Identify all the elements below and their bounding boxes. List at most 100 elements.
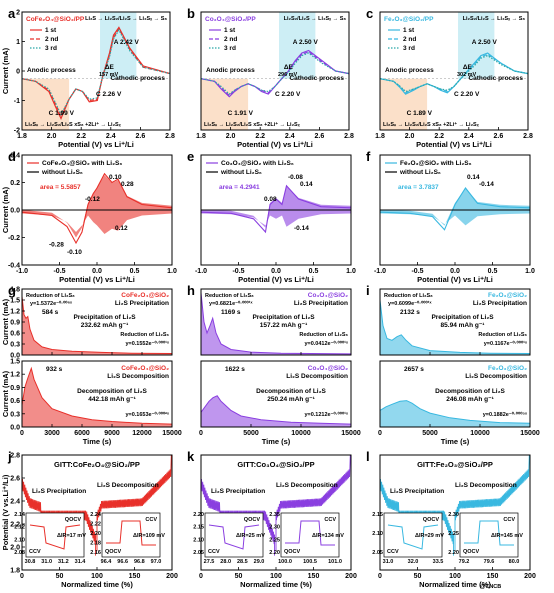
x-axis-h-tick-label: 5000: [243, 430, 259, 437]
x-axis-g-tick-label: 12000: [132, 430, 152, 437]
inset-label: CCV: [208, 549, 220, 555]
y-axis-a-ytick-label: -2: [14, 128, 20, 135]
capacity-value: 85.94 mAh g⁻¹: [441, 322, 485, 329]
capacity-label: Decomposition of Li₂S: [435, 388, 505, 395]
peak-c2-label: C 1.99 V: [49, 110, 75, 117]
legend-label: Fe₂O₃@SiO₂ with Li₂S₆: [400, 160, 472, 167]
x-axis-a-tick-label: 2.2: [76, 133, 86, 140]
inset-frame: [25, 512, 85, 558]
inset-delta-ir: ΔIR=145 mV: [491, 533, 523, 539]
inset-xtick: 31.2: [58, 559, 69, 565]
inset-xtick: 33.5: [433, 559, 444, 565]
y-axis-d-ytick-label: -0.4: [8, 263, 20, 270]
x-axis-f-tick-label: -1.0: [374, 268, 386, 275]
x-axis-b-tick-label: 2.0: [226, 133, 236, 140]
inset-xtick: 100.0: [278, 559, 292, 565]
inset-label: CCV: [324, 517, 336, 523]
fit-bottom: y=0.1882e⁻⁰·⁰⁰⁰⁵ˣ: [483, 411, 528, 418]
panel-label: e: [187, 149, 194, 164]
equation-bottom: Li₂Sₙ → Li₂S₂/Li₂S xS₈ +2Li⁺ → Li₂Sₓ: [25, 121, 122, 128]
inset-label: CCV: [387, 549, 399, 555]
legend-label: Co₃O₄@SiO₂ with Li₂S₆: [221, 160, 294, 167]
inset-ytick: 2.24: [90, 512, 102, 518]
panel-label: l: [366, 449, 370, 464]
x-axis-g-tick-label: 15000: [162, 430, 182, 437]
inset-curve: [285, 520, 335, 546]
x-axis-f-tick-label: 1.0: [525, 268, 535, 275]
legend-label: 3 rd: [403, 45, 415, 52]
legend-label: 1 st: [45, 27, 57, 34]
cathodic-label: Cathodic process: [110, 75, 165, 82]
inset-xtick: 100.5: [303, 559, 317, 565]
peak-a-label: A 2.50 V: [472, 39, 498, 46]
x-axis-title: Potential (V) vs Li⁺/Li: [59, 275, 135, 284]
inset-xtick: 97.0: [151, 559, 162, 565]
decomposition-label: Li₂S Decomposition: [276, 482, 338, 489]
gitt-title: GITT:Fe₂O₃@SiO₂/PP: [417, 460, 493, 469]
decomposition-label: Li₂S Decomposition: [455, 482, 517, 489]
x-axis-a-tick-label: 2.4: [106, 133, 116, 140]
peak-value-label: -0.08: [288, 174, 303, 181]
inset-delta-ir: ΔIR=17 mV: [57, 533, 86, 539]
x-axis-j-tick-label: 50: [56, 573, 64, 580]
x-axis-i-tick-label: 10000: [470, 430, 490, 437]
equation-top: Li₂S₂/Li₂S → Li₂Sₓ → S₈: [284, 16, 347, 22]
y-axis-title: Current (mA): [1, 186, 10, 233]
inset-ytick: 2.20: [269, 550, 280, 556]
x-axis-title: Potential (V) vs Li⁺/Li: [417, 275, 493, 284]
x-axis-c-tick-label: 2.2: [434, 133, 444, 140]
y-axis-j-ytick-label: 2.0: [10, 545, 20, 552]
panel-label: b: [187, 6, 195, 21]
inset-curve: [208, 524, 260, 550]
reduction-label-1: Reduction of Li₂S₈: [205, 293, 254, 299]
peak-a-label: A 2.42 V: [114, 39, 140, 46]
y-axis-bottom-ytick-label: 0.9: [10, 385, 20, 392]
inset-curve: [106, 520, 156, 546]
inset-ytick: 2.15: [372, 512, 383, 518]
inset-xtick: 30.8: [25, 559, 36, 565]
x-axis-k-tick-label: 200: [345, 573, 357, 580]
inset-curve: [387, 524, 439, 550]
plot-frame-top-i: [379, 288, 531, 356]
material-label: Co₃O₄@SiO₂: [308, 365, 348, 372]
decomposition-curve-fill: [380, 400, 530, 427]
y-axis-a-ytick-label: 2: [16, 10, 20, 17]
x-axis-c-tick-label: 1.8: [375, 133, 385, 140]
y-axis-bottom-ytick-label: 0.6: [10, 398, 20, 405]
inset-ytick: 2.12: [14, 525, 25, 531]
capacity-label: Decomposition of Li₂S: [77, 388, 147, 395]
x-axis-a-tick-label: 2.6: [136, 133, 146, 140]
inset-label: QOCV: [284, 549, 301, 555]
y-axis-a-ytick-label: 0: [16, 69, 20, 76]
legend-label: CoFe₂O₄@SiO₂ with Li₂S₆: [42, 160, 122, 167]
x-axis-i-tick-label: 15000: [520, 430, 540, 437]
panel-title: Fe₂O₃@SiO₂/PP: [384, 16, 434, 23]
plot-frame-bottom-g: [21, 360, 173, 428]
inset-ytick: 2.14: [14, 512, 26, 518]
x-axis-b-tick-label: 2.2: [255, 133, 265, 140]
material-label: CoFe₂O₄@SiO₂: [121, 365, 169, 372]
plot-frame-bottom-i: [379, 360, 531, 428]
cv-area-fill: [380, 188, 530, 226]
panel-label: i: [366, 283, 370, 298]
process-label: Li₂S Precipitation: [115, 300, 169, 307]
cathodic-region: [458, 12, 495, 79]
peak-time-top: 2132 s: [400, 309, 420, 316]
inset-ytick: 2.15: [193, 525, 204, 531]
equation-top: Li₂S → Li₂S₂/Li₂S → Li₂Sₓ → S₈: [85, 16, 167, 22]
x-axis-g-tick-label: 0: [20, 430, 24, 437]
y-axis-bottom-ytick-label: 1.2: [10, 372, 20, 379]
peak-value-label: 0.12: [115, 225, 128, 232]
panel-label: a: [8, 6, 16, 21]
gitt-charge-curve: [96, 454, 172, 551]
x-axis-h-tick-label: 10000: [291, 430, 311, 437]
inset-label: QOCV: [463, 549, 480, 555]
y-axis-title: Current (mA): [1, 47, 10, 94]
y-axis-bottom-ytick-label: 0.0: [10, 425, 20, 432]
process-label: Li₂S Precipitation: [473, 300, 527, 307]
y-axis-j-ytick-label: 2.2: [10, 522, 20, 529]
peak-a-label: A 2.50 V: [293, 39, 319, 46]
x-axis-title: Potential (V) vs Li⁺/Li: [58, 140, 134, 149]
cv-series-1: [379, 52, 529, 95]
material-label: Fe₂O₃@SiO₂: [488, 365, 527, 372]
